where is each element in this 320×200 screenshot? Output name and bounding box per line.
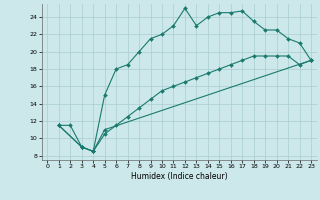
X-axis label: Humidex (Indice chaleur): Humidex (Indice chaleur)	[131, 172, 228, 181]
